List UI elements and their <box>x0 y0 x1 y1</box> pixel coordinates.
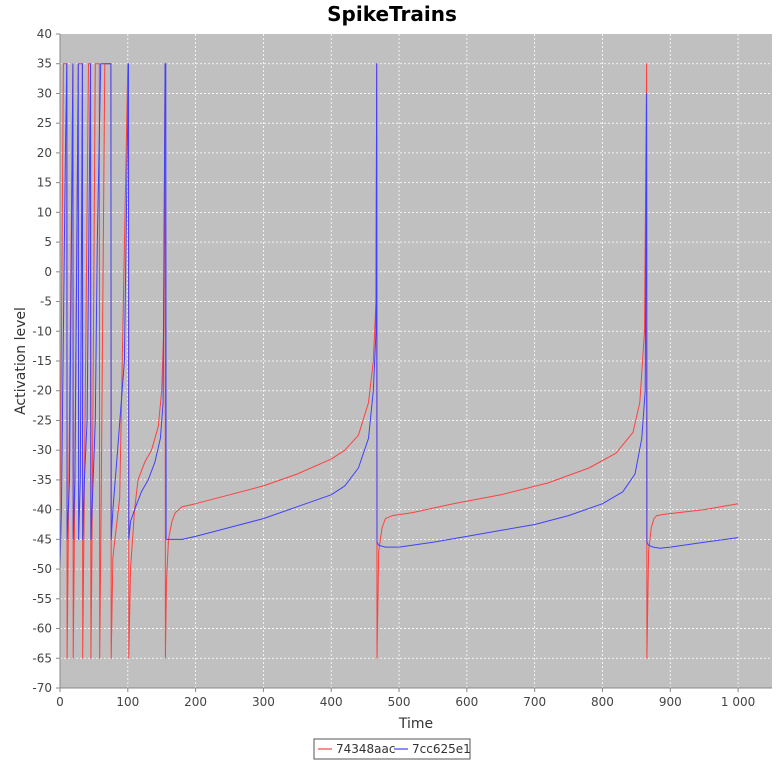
y-tick-label: -40 <box>32 503 52 517</box>
y-tick-label: -65 <box>32 651 52 665</box>
legend-label: 7cc625e1 <box>412 742 471 756</box>
y-tick-label: -20 <box>32 384 52 398</box>
x-tick-label: 900 <box>659 695 682 709</box>
y-tick-label: 25 <box>37 116 52 130</box>
y-tick-label: 10 <box>37 205 52 219</box>
y-tick-label: -15 <box>32 354 52 368</box>
y-tick-label: 15 <box>37 176 52 190</box>
chart-title: SpikeTrains <box>327 2 457 26</box>
y-tick-label: 40 <box>37 27 52 41</box>
x-tick-label: 600 <box>455 695 478 709</box>
y-tick-label: -30 <box>32 443 52 457</box>
y-tick-label: -60 <box>32 622 52 636</box>
x-tick-label: 700 <box>523 695 546 709</box>
y-tick-label: -55 <box>32 592 52 606</box>
y-tick-label: 30 <box>37 86 52 100</box>
y-tick-label: 5 <box>44 235 52 249</box>
x-tick-label: 800 <box>591 695 614 709</box>
y-axis-title: Activation level <box>13 307 29 415</box>
x-tick-label: 1 000 <box>721 695 755 709</box>
legend-box <box>313 738 471 760</box>
y-tick-label: -10 <box>32 324 52 338</box>
x-tick-label: 200 <box>184 695 207 709</box>
y-tick-label: -70 <box>32 681 52 695</box>
x-tick-label: 300 <box>252 695 275 709</box>
y-tick-label: -25 <box>32 413 52 427</box>
x-tick-label: 0 <box>56 695 64 709</box>
gridlines <box>60 34 772 688</box>
y-tick-label: -35 <box>32 473 52 487</box>
axes: 40 35 30 25 20 15 10 5 0 -5 -10 -15 -20 -25 -30 -35 -40 -… <box>32 27 772 709</box>
y-tick-label: -45 <box>32 532 52 546</box>
legend: 74348aac 7cc625e1 <box>313 738 471 760</box>
y-tick-label: -5 <box>40 295 52 309</box>
legend-label: 74348aac <box>336 742 395 756</box>
x-tick-label: 400 <box>320 695 343 709</box>
x-axis-title: Time <box>398 716 433 732</box>
y-tick-label: -50 <box>32 562 52 576</box>
y-tick-label: 0 <box>44 265 52 279</box>
series-line-7cc625e1 <box>59 63 739 570</box>
y-tick-label: 20 <box>37 146 52 160</box>
y-tick-label: 35 <box>37 57 52 71</box>
series-group <box>59 63 739 659</box>
plot-area <box>59 34 772 688</box>
x-tick-label: 500 <box>388 695 411 709</box>
x-tick-label: 100 <box>116 695 139 709</box>
